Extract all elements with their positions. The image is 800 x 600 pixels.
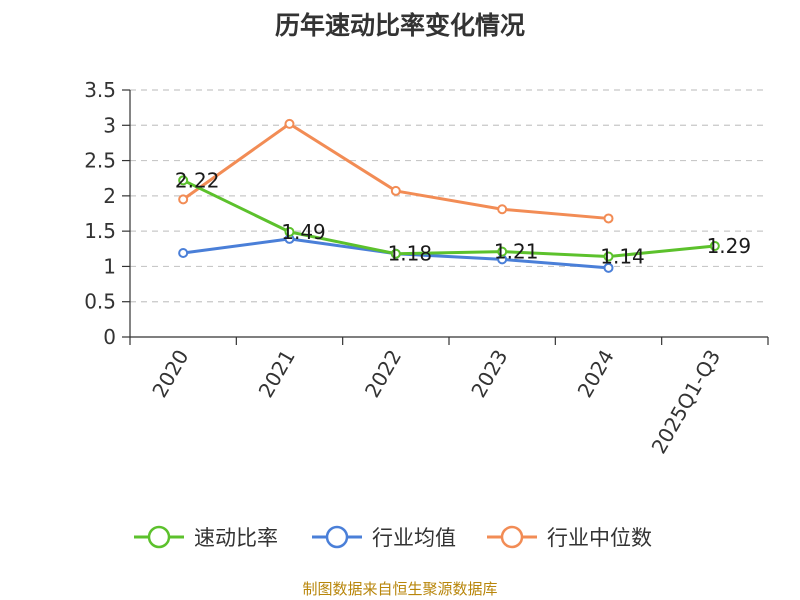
data-point bbox=[497, 246, 508, 257]
grid-lines bbox=[130, 89, 768, 303]
data-point bbox=[284, 118, 295, 129]
data-point bbox=[497, 204, 508, 215]
data-point bbox=[603, 262, 614, 273]
x-tick-label: 2024 bbox=[573, 346, 619, 402]
data-point bbox=[284, 226, 295, 237]
source-note: 制图数据来自恒生聚源数据库 bbox=[302, 580, 498, 598]
y-tick-label: 0 bbox=[103, 325, 116, 349]
legend-marker bbox=[147, 525, 171, 549]
data-point bbox=[178, 248, 189, 259]
data-label: 1.21 bbox=[494, 240, 539, 264]
data-label: 2.22 bbox=[175, 168, 220, 192]
x-tick-label: 2023 bbox=[466, 345, 512, 401]
data-label: 1.29 bbox=[707, 234, 752, 258]
y-tick-label: 3.5 bbox=[84, 78, 116, 102]
x-tick-label: 2022 bbox=[360, 346, 406, 402]
legend[interactable]: 速动比率 行业均值 行业中位数 bbox=[134, 525, 652, 550]
data-point bbox=[603, 251, 614, 262]
data-labels: 2.22 1.49 1.18 1.21 1.14 1.29 bbox=[175, 168, 751, 268]
data-point bbox=[390, 185, 401, 196]
data-point bbox=[390, 248, 401, 259]
y-tick-label: 2.5 bbox=[84, 149, 116, 173]
chart-title: 历年速动比率变化情况 bbox=[274, 11, 525, 40]
legend-item-label[interactable]: 行业中位数 bbox=[547, 526, 652, 550]
legend-marker bbox=[500, 525, 524, 549]
y-tick-label: 1 bbox=[103, 254, 116, 278]
series-line bbox=[182, 178, 715, 259]
data-label: 1.18 bbox=[388, 242, 433, 266]
legend-item-label[interactable]: 行业均值 bbox=[372, 526, 456, 550]
legend-marker bbox=[325, 525, 349, 549]
x-tick-label: 2021 bbox=[254, 346, 300, 402]
x-tick-label: 2020 bbox=[147, 346, 193, 402]
y-tick-label: 0.5 bbox=[84, 290, 116, 314]
series-line bbox=[182, 122, 609, 220]
data-label: 1.49 bbox=[281, 220, 326, 244]
y-tick-label: 1.5 bbox=[84, 219, 116, 243]
y-tick-label: 3 bbox=[103, 113, 116, 137]
data-point bbox=[709, 240, 720, 251]
y-tick-label: 2 bbox=[103, 184, 116, 208]
data-point bbox=[603, 213, 614, 224]
legend-item-label[interactable]: 速动比率 bbox=[194, 526, 278, 550]
data-point bbox=[178, 194, 189, 205]
axes: 0 0.5 1 1.5 2 2.5 3 3.5 2020 2021 2022 2023 2024 2025… bbox=[84, 78, 769, 458]
data-label: 1.14 bbox=[600, 245, 645, 269]
data-point bbox=[178, 175, 189, 186]
series-lines bbox=[178, 118, 720, 273]
x-tick-label: 2025Q1-Q3 bbox=[646, 346, 725, 458]
